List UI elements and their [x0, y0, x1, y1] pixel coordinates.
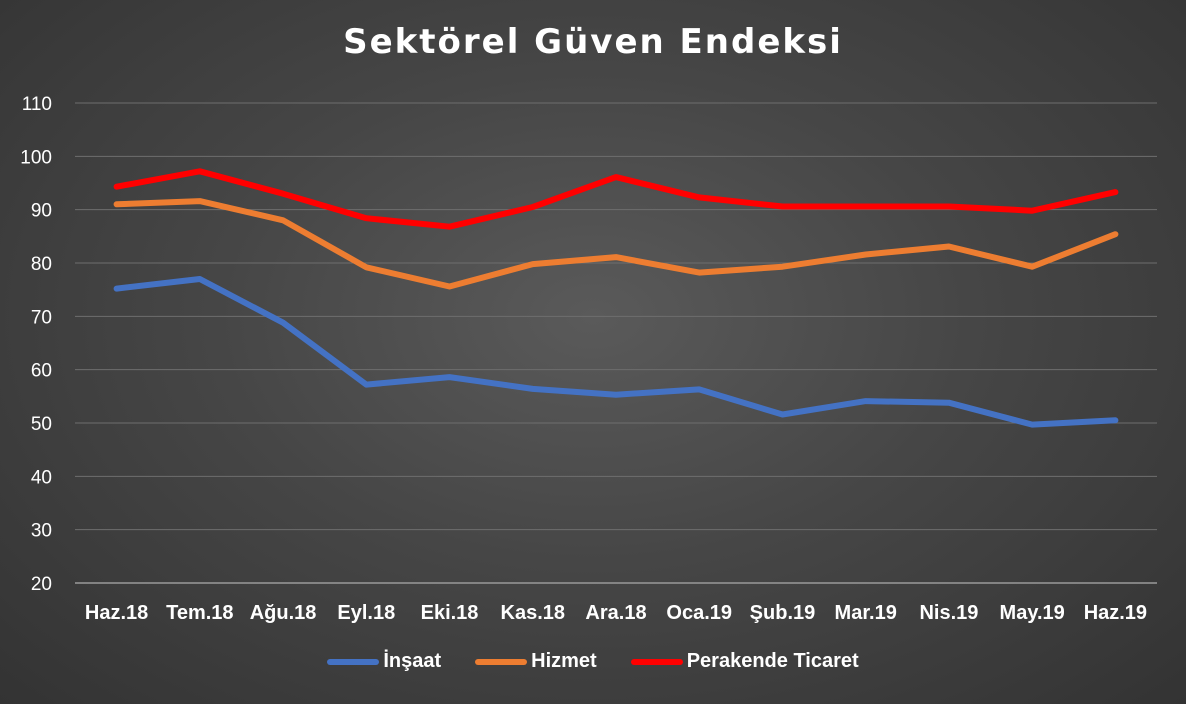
series-line-1	[117, 201, 1116, 286]
line-chart-plot: 20 30 40 50 60 70 80 90 100 110 Haz.18 Tem.18 Ağu.1…	[0, 0, 1186, 704]
y-axis-ticks: 20 30 40 50 60 70 80 90 100 110	[20, 94, 52, 595]
y-tick-label: 90	[31, 201, 52, 222]
legend-item-insaat: İnşaat	[327, 650, 441, 673]
x-tick-label: Oca.19	[666, 602, 732, 624]
x-tick-label: Haz.19	[1084, 602, 1147, 624]
chart-container: Sektörel Güven Endeksi 20 30 40 50 60 70 80 90 1…	[0, 0, 1186, 704]
y-tick-label: 30	[31, 521, 52, 542]
y-tick-label: 40	[31, 467, 52, 488]
x-axis-ticks: Haz.18 Tem.18 Ağu.18 Eyl.18 Eki.18 Kas.18 Ara.…	[85, 602, 1147, 624]
legend-swatch-insaat	[327, 659, 379, 665]
y-tick-label: 70	[31, 307, 52, 328]
legend-label-hizmet: Hizmet	[531, 650, 597, 673]
y-tick-label: 20	[31, 574, 52, 595]
legend: İnşaat Hizmet Perakende Ticaret	[0, 650, 1186, 673]
x-tick-label: May.19	[1000, 602, 1065, 624]
legend-item-perakende-ticaret: Perakende Ticaret	[631, 650, 859, 673]
legend-label-insaat: İnşaat	[383, 650, 441, 673]
y-tick-label: 60	[31, 361, 52, 382]
x-tick-label: Mar.19	[835, 602, 897, 624]
legend-swatch-hizmet	[475, 659, 527, 665]
x-tick-label: Haz.18	[85, 602, 148, 624]
x-tick-label: Tem.18	[166, 602, 233, 624]
y-tick-label: 50	[31, 414, 52, 435]
legend-swatch-perakende-ticaret	[631, 659, 683, 665]
y-tick-label: 110	[22, 94, 52, 115]
x-tick-label: Şub.19	[750, 602, 816, 624]
y-tick-label: 80	[31, 254, 52, 275]
x-tick-label: Ağu.18	[250, 602, 317, 624]
x-tick-label: Kas.18	[501, 602, 566, 624]
x-tick-label: Nis.19	[919, 602, 978, 624]
x-tick-label: Eki.18	[421, 602, 479, 624]
series-line-0	[117, 279, 1116, 425]
legend-label-perakende-ticaret: Perakende Ticaret	[687, 650, 859, 673]
legend-item-hizmet: Hizmet	[475, 650, 597, 673]
x-tick-label: Eyl.18	[337, 602, 395, 624]
x-tick-label: Ara.18	[585, 602, 646, 624]
y-tick-label: 100	[20, 147, 52, 168]
